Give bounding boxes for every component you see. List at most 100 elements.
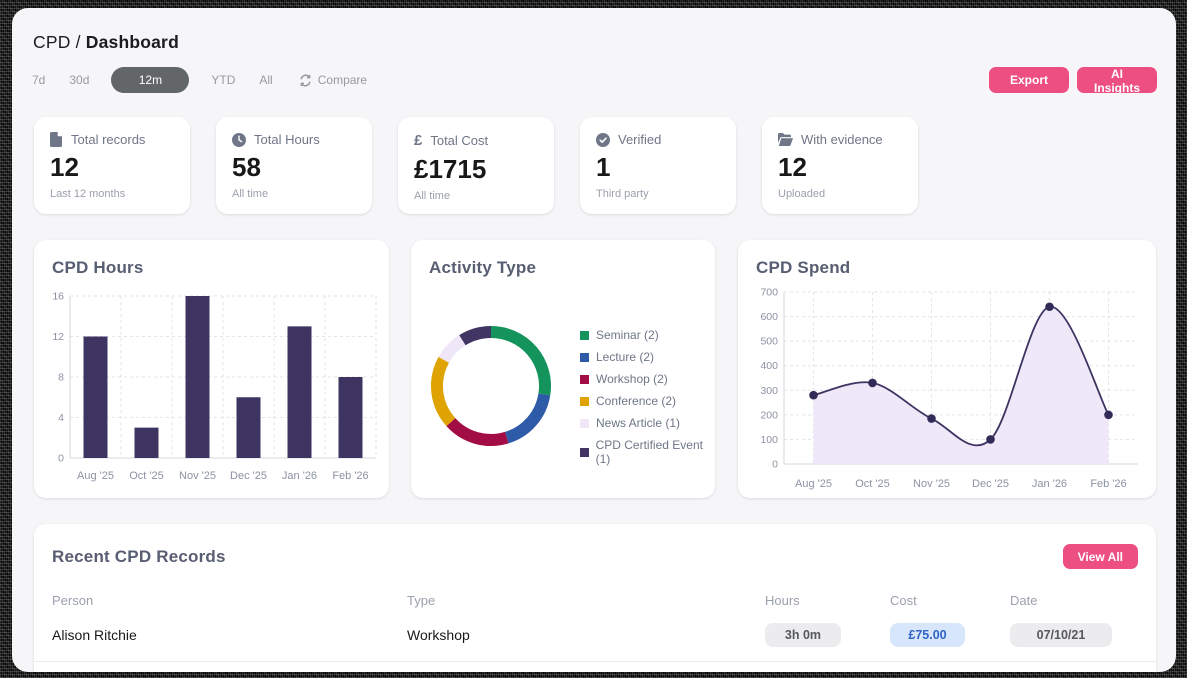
activity-type-legend: Seminar (2) Lecture (2) Workshop (2) Confer… — [580, 328, 715, 474]
time-range-filters: 7d 30d 12m YTD All Compare — [20, 67, 367, 93]
file-icon — [50, 132, 62, 147]
svg-text:100: 100 — [760, 434, 778, 446]
legend-item: Seminar (2) — [580, 328, 715, 342]
legend-label: Workshop (2) — [596, 372, 668, 386]
col-hours: Hours — [765, 593, 800, 608]
breadcrumb: CPD / Dashboard — [33, 32, 179, 53]
legend-swatch — [580, 374, 589, 384]
filter-7d[interactable]: 7d — [20, 73, 57, 87]
svg-text:Aug '25: Aug '25 — [77, 470, 114, 482]
stat-sub: Last 12 months — [50, 187, 126, 200]
records-rows: Alison Ritchie Workshop 3h 0m £75.00 07/10/2… — [34, 623, 1156, 662]
record-cost-badge: £75.00 — [890, 623, 965, 647]
legend-swatch — [580, 352, 589, 362]
col-type: Type — [407, 593, 436, 608]
legend-item: Workshop (2) — [580, 372, 715, 386]
activity-type-card: Activity Type Seminar (2) Lecture (2) Work… — [411, 240, 715, 498]
stat-label: Total Hours — [254, 132, 320, 147]
breadcrumb-separator: / — [75, 32, 81, 52]
cpd-hours-bar-chart: 0 4 8 12 16 Aug '25 Oct '25 Nov '25 Dec '25 Jan '… — [52, 291, 377, 482]
stat-sub: Uploaded — [778, 187, 826, 200]
stat-sub: Third party — [596, 187, 649, 200]
svg-text:12: 12 — [52, 331, 64, 343]
recent-records-card: Recent CPD Records View All Person Type … — [34, 524, 1156, 672]
legend-label: Lecture (2) — [596, 350, 655, 364]
record-date-badge: 07/10/21 — [1010, 623, 1112, 647]
stat-sub: All time — [232, 187, 269, 200]
stat-label: With evidence — [801, 132, 883, 147]
legend-item: News Article (1) — [580, 416, 715, 430]
stat-label: Total records — [71, 132, 146, 147]
svg-text:8: 8 — [58, 372, 64, 384]
svg-text:700: 700 — [760, 287, 778, 299]
stat-value: 12 — [778, 152, 807, 182]
stat-value: 1 — [596, 152, 611, 182]
filter-30d[interactable]: 30d — [57, 73, 101, 87]
ai-insights-button[interactable]: AI Insights — [1077, 67, 1157, 95]
svg-text:Dec '25: Dec '25 — [230, 470, 267, 482]
legend-item: Lecture (2) — [580, 350, 715, 364]
app-window: CPD / Dashboard 7d 30d 12m YTD All Compa… — [12, 8, 1176, 672]
compare-button[interactable]: Compare — [299, 73, 367, 87]
svg-text:Dec '25: Dec '25 — [972, 478, 1009, 490]
svg-text:Aug '25: Aug '25 — [795, 478, 832, 490]
legend-label: News Article (1) — [596, 416, 681, 430]
compare-icon — [300, 74, 311, 86]
legend-swatch — [580, 418, 589, 428]
filter-ytd[interactable]: YTD — [199, 73, 247, 87]
legend-label: Conference (2) — [596, 394, 677, 408]
record-person: Alison Ritchie — [52, 627, 137, 643]
record-type: Workshop — [407, 627, 470, 643]
col-date: Date — [1010, 593, 1038, 608]
svg-text:4: 4 — [58, 412, 64, 424]
legend-label: Seminar (2) — [596, 328, 659, 342]
svg-text:Oct '25: Oct '25 — [855, 478, 890, 490]
svg-text:Jan '26: Jan '26 — [282, 470, 317, 482]
svg-text:Feb '26: Feb '26 — [332, 470, 368, 482]
svg-text:500: 500 — [760, 336, 778, 348]
cpd-hours-card: CPD Hours 0 4 8 12 16 Aug '25 Oct '25 Nov '25 De… — [34, 240, 389, 498]
verified-icon — [596, 132, 610, 147]
svg-text:Jan '26: Jan '26 — [1032, 478, 1067, 490]
col-cost: Cost — [890, 593, 917, 608]
legend-item: Conference (2) — [580, 394, 715, 408]
breadcrumb-root[interactable]: CPD — [33, 32, 71, 52]
stat-total-cost: £ Total Cost £1715 All time — [398, 117, 554, 214]
col-person: Person — [52, 593, 94, 608]
svg-text:400: 400 — [760, 360, 778, 372]
stat-label: Total Cost — [430, 133, 489, 148]
svg-text:Nov '25: Nov '25 — [179, 470, 216, 482]
stat-value: £1715 — [414, 154, 487, 184]
legend-item: CPD Certified Event (1) — [580, 438, 715, 466]
legend-label: CPD Certified Event (1) — [595, 438, 703, 466]
chart-title: Activity Type — [429, 258, 537, 277]
activity-type-donut-chart — [431, 326, 551, 446]
cpd-spend-card: CPD Spend 0 100 200 300 400 500 600 700 Aug '25 O… — [738, 240, 1156, 498]
filter-all[interactable]: All — [247, 73, 284, 87]
records-header-row: Person Type Hours Cost Date — [34, 593, 1156, 608]
svg-text:Oct '25: Oct '25 — [129, 470, 164, 482]
stat-cards: Total records 12 Last 12 months Total Ho… — [34, 117, 918, 214]
stat-total-hours: Total Hours 58 All time — [216, 117, 372, 214]
chart-title: CPD Spend — [756, 258, 851, 277]
stat-label: Verified — [618, 132, 662, 147]
records-title: Recent CPD Records — [52, 546, 226, 566]
filter-12m[interactable]: 12m — [111, 67, 190, 93]
stat-sub: All time — [414, 189, 451, 202]
chart-title: CPD Hours — [52, 258, 144, 277]
table-row[interactable]: Alison Ritchie Workshop 3h 0m £75.00 07/10/2… — [34, 623, 1156, 662]
cpd-spend-line-chart: 0 100 200 300 400 500 600 700 Aug '25 Oct '25 Nov … — [760, 287, 1138, 490]
export-button[interactable]: Export — [989, 67, 1069, 93]
svg-text:Nov '25: Nov '25 — [913, 478, 950, 490]
svg-text:300: 300 — [760, 385, 778, 397]
svg-text:0: 0 — [58, 453, 64, 465]
legend-swatch — [580, 447, 589, 457]
folder-icon — [778, 133, 793, 146]
stat-with-evidence: With evidence 12 Uploaded — [762, 117, 918, 214]
svg-text:600: 600 — [760, 311, 778, 323]
stat-total-records: Total records 12 Last 12 months — [34, 117, 190, 214]
stat-verified: Verified 1 Third party — [580, 117, 736, 214]
svg-text:Feb '26: Feb '26 — [1090, 478, 1126, 490]
view-all-button[interactable]: View All — [1062, 544, 1138, 569]
clock-icon — [232, 132, 246, 147]
